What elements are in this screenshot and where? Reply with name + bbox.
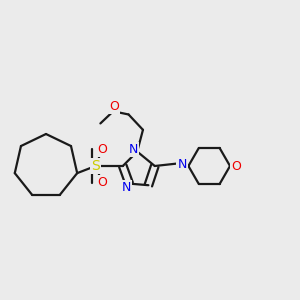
Text: N: N [177,158,187,171]
Text: O: O [98,143,108,156]
Text: N: N [122,181,131,194]
Text: O: O [109,100,119,113]
Text: O: O [98,176,108,189]
Text: S: S [91,159,100,173]
Text: O: O [232,160,242,172]
Text: N: N [129,142,138,155]
